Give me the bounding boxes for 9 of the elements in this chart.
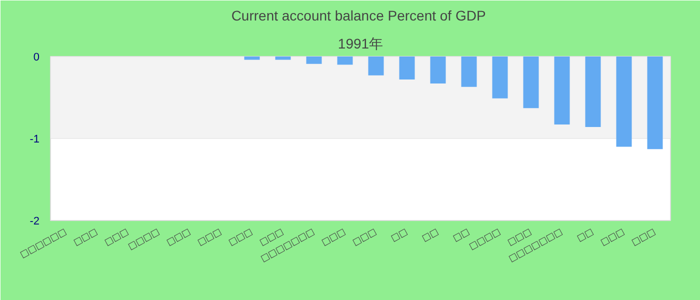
y-tick-label: -2	[30, 216, 40, 228]
x-tick-label: □□	[420, 227, 440, 244]
chart-subtitle: 1991年	[338, 36, 384, 52]
x-tick-label: □□	[576, 227, 596, 244]
y-tick-label: -1	[30, 134, 40, 146]
x-tick-label: □□	[390, 227, 410, 244]
chart-title: Current account balance Percent of GDP	[231, 8, 486, 24]
x-tick-label: □□	[452, 227, 472, 244]
y-tick-label: 0	[33, 52, 40, 64]
